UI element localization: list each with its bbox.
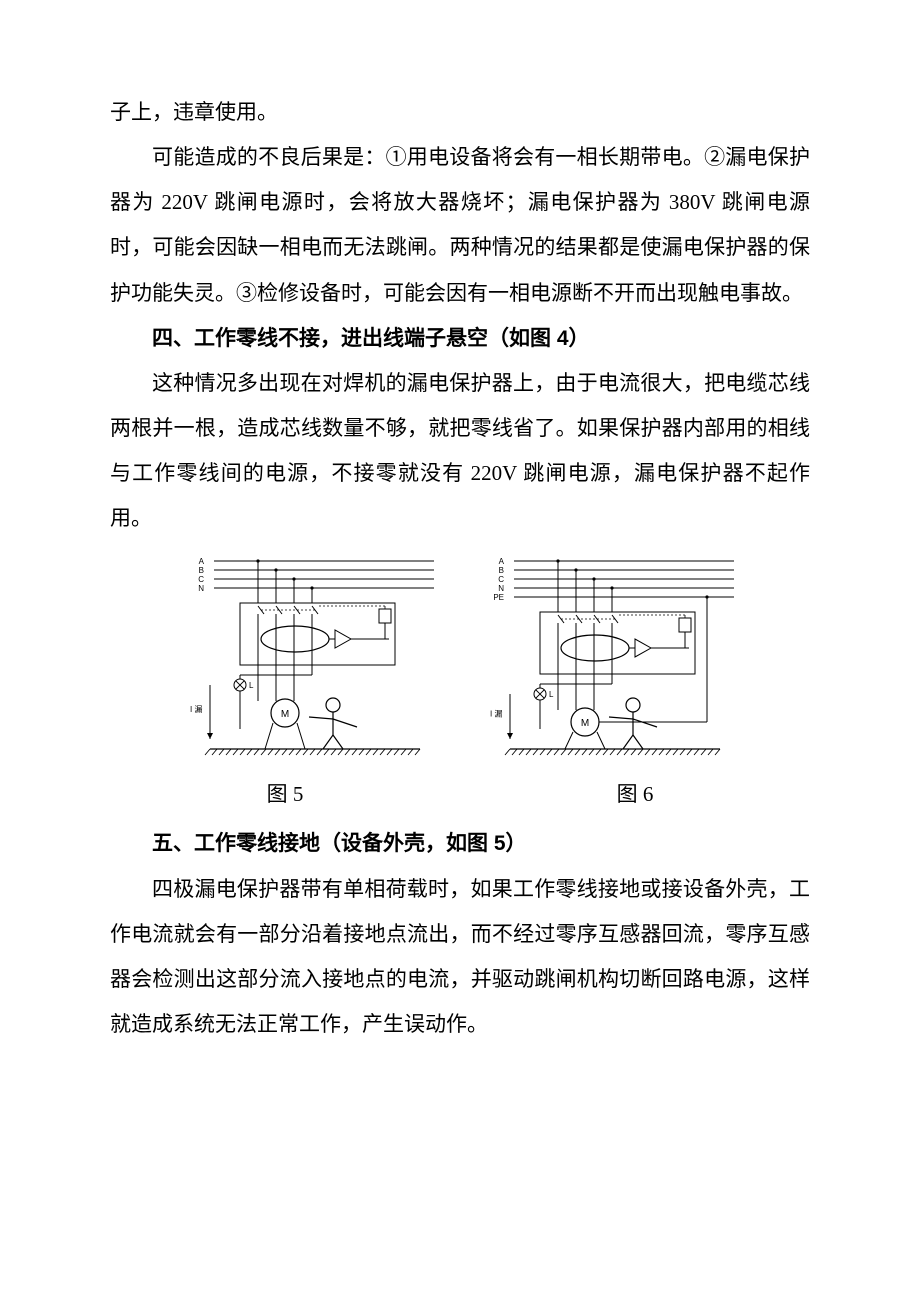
figures-row: ABCNLMI 漏 ABCNPELMI 漏 [110, 549, 810, 769]
svg-text:B: B [499, 566, 504, 575]
figure-6-svg: ABCNPE L M I 漏 [480, 549, 740, 769]
paragraph-top-fragment: 子上，违章使用。 [110, 90, 810, 135]
svg-text:PE: PE [493, 593, 504, 602]
paragraph-section-4: 这种情况多出现在对焊机的漏电保护器上，由于电流很大，把电缆芯线两根并一根，造成芯… [110, 361, 810, 542]
figure-6-caption: 图 6 [505, 773, 765, 815]
svg-text:C: C [498, 575, 504, 584]
figure-5: ABCN L M I 漏 [180, 549, 440, 769]
figure-6: ABCNPE L M I 漏 [480, 549, 740, 769]
paragraph-consequences: 可能造成的不良后果是：①用电设备将会有一相长期带电。②漏电保护器为 220V 跳… [110, 135, 810, 316]
svg-text:A: A [199, 557, 205, 566]
svg-text:B: B [199, 566, 204, 575]
heading-section-4: 四、工作零线不接，进出线端子悬空（如图 4） [110, 316, 810, 361]
svg-text:I 漏: I 漏 [490, 709, 502, 719]
svg-text:A: A [499, 557, 505, 566]
figure-5-svg: ABCN L M I 漏 [180, 549, 440, 769]
svg-text:M: M [581, 718, 589, 729]
svg-text:N: N [498, 584, 504, 593]
svg-text:M: M [281, 709, 289, 720]
svg-text:N: N [198, 584, 204, 593]
caption-row: 图 5 图 6 [110, 773, 810, 815]
svg-text:L: L [249, 681, 254, 690]
svg-text:L: L [549, 690, 554, 699]
paragraph-section-5: 四极漏电保护器带有单相荷载时，如果工作零线接地或接设备外壳，工作电流就会有一部分… [110, 867, 810, 1048]
svg-text:I 漏: I 漏 [190, 704, 202, 714]
heading-section-5: 五、工作零线接地（设备外壳，如图 5） [110, 821, 810, 866]
svg-text:C: C [198, 575, 204, 584]
page: 子上，违章使用。 可能造成的不良后果是：①用电设备将会有一相长期带电。②漏电保护… [0, 0, 920, 1302]
figure-5-caption: 图 5 [155, 773, 415, 815]
